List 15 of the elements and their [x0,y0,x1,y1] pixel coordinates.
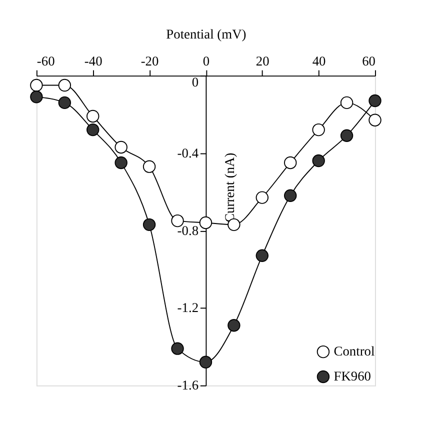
x-tick-label: 60 [362,54,376,69]
x-tick-label: 20 [256,54,270,69]
y-tick-label: -0.8 [177,222,199,238]
legend-label: Control [334,344,376,359]
x-tick-label: -60 [36,54,56,69]
x-tick-label: -20 [140,54,160,69]
legend-label: FK960 [334,368,372,384]
x-axis-title: Potential (mV) [166,26,246,42]
x-tick-label: -40 [84,54,103,69]
y-tick-label: -0.4 [177,145,199,160]
x-tick-label: 0 [202,54,210,69]
y-tick-label: -1.2 [177,300,199,316]
x-tick-label: 40 [312,54,326,69]
y-tick-label: 0 [192,74,199,90]
y-tick-label: -1.6 [177,378,199,393]
